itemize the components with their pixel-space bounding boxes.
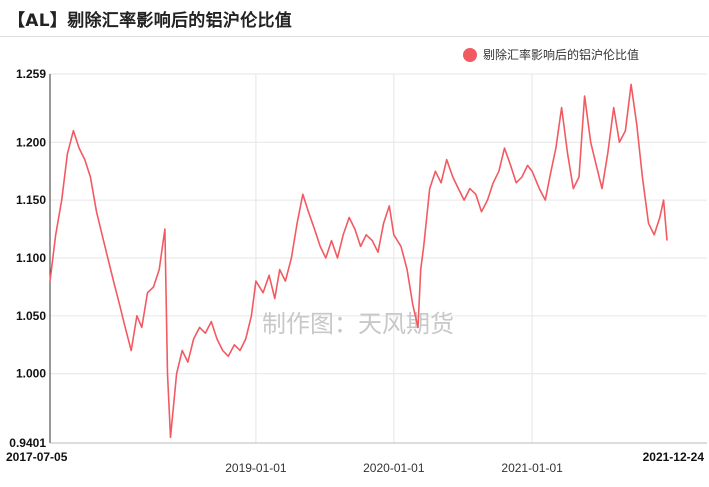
x-tick-label: 2021-12-24 (643, 450, 705, 464)
x-tick-label: 2020-01-01 (363, 461, 425, 475)
legend[interactable]: 剔除汇率影响后的铝沪伦比值 (462, 46, 639, 63)
y-tick-label: 1.100 (16, 251, 46, 265)
y-tick-label: 0.9401 (9, 436, 46, 450)
series-line (49, 83, 668, 439)
legend-label: 剔除汇率影响后的铝沪伦比值 (482, 48, 639, 62)
y-tick-label: 1.259 (16, 67, 46, 81)
x-tick-label: 2017-07-05 (6, 450, 68, 464)
y-tick-label: 1.000 (16, 367, 46, 381)
watermark-text: 制作图：天风期货 (262, 310, 454, 338)
chart-title: 【AL】剔除汇率影响后的铝沪伦比值 (8, 11, 293, 31)
y-tick-label: 1.050 (16, 309, 46, 323)
title-divider (0, 36, 709, 37)
x-tick-label: 2021-01-01 (501, 461, 563, 475)
x-tick-label: 2019-01-01 (225, 461, 287, 475)
y-tick-label: 1.150 (16, 193, 46, 207)
y-tick-label: 1.200 (16, 135, 46, 149)
legend-marker (462, 47, 477, 62)
